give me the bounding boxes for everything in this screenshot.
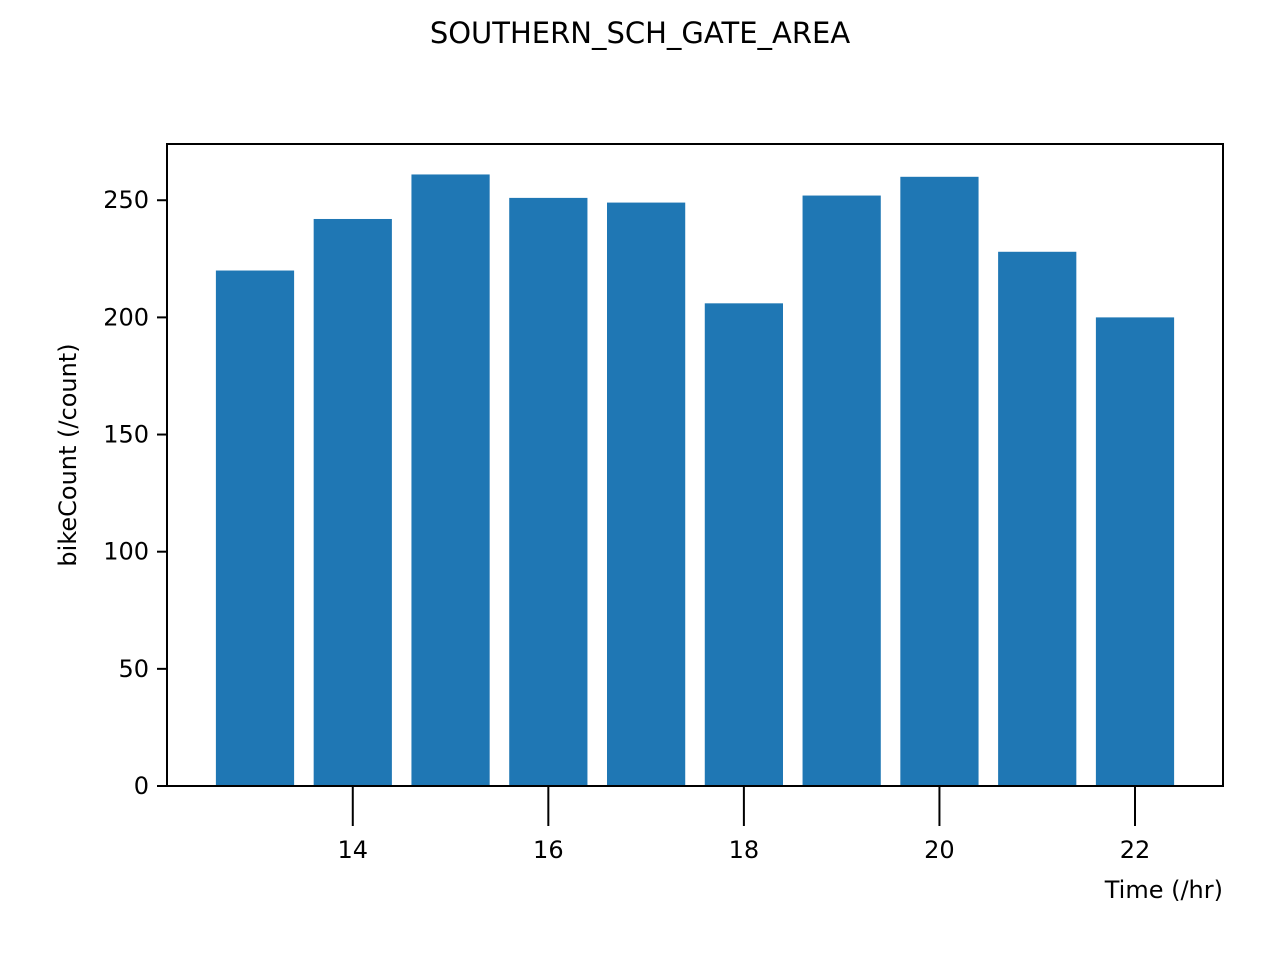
bar-17 <box>607 202 686 786</box>
x-axis-label: Time (/hr) <box>1104 876 1223 904</box>
y-tick-label: 100 <box>103 538 149 566</box>
plot-area-frame <box>166 143 1224 787</box>
bar-16 <box>509 197 588 787</box>
y-axis-label: bikeCount (/count) <box>54 343 82 566</box>
y-tick-label: 200 <box>103 303 149 331</box>
y-tick-label: 250 <box>103 186 149 214</box>
bar-15 <box>411 174 490 787</box>
x-tick-label: 14 <box>338 836 369 864</box>
bar-19 <box>802 195 881 787</box>
bar-20 <box>900 176 979 786</box>
x-tick-label: 22 <box>1120 836 1151 864</box>
x-tick-label: 16 <box>533 836 564 864</box>
bar-14 <box>313 218 392 787</box>
x-tick-label: 18 <box>729 836 760 864</box>
y-axis-ticks: 0 50 100 150 200 250 <box>103 186 167 800</box>
bar-21 <box>998 251 1077 787</box>
x-tick-label: 20 <box>924 836 955 864</box>
y-tick-label: 150 <box>103 421 149 449</box>
chart-title: SOUTHERN_SCH_GATE_AREA <box>430 16 851 50</box>
bar-22 <box>1095 317 1175 786</box>
bar-13 <box>215 270 295 787</box>
y-tick-label: 50 <box>118 655 149 683</box>
x-axis-ticks: 14 16 18 20 22 <box>338 786 1151 864</box>
bars <box>215 174 1175 787</box>
bar-18 <box>704 303 783 786</box>
y-tick-label: 0 <box>134 772 149 800</box>
